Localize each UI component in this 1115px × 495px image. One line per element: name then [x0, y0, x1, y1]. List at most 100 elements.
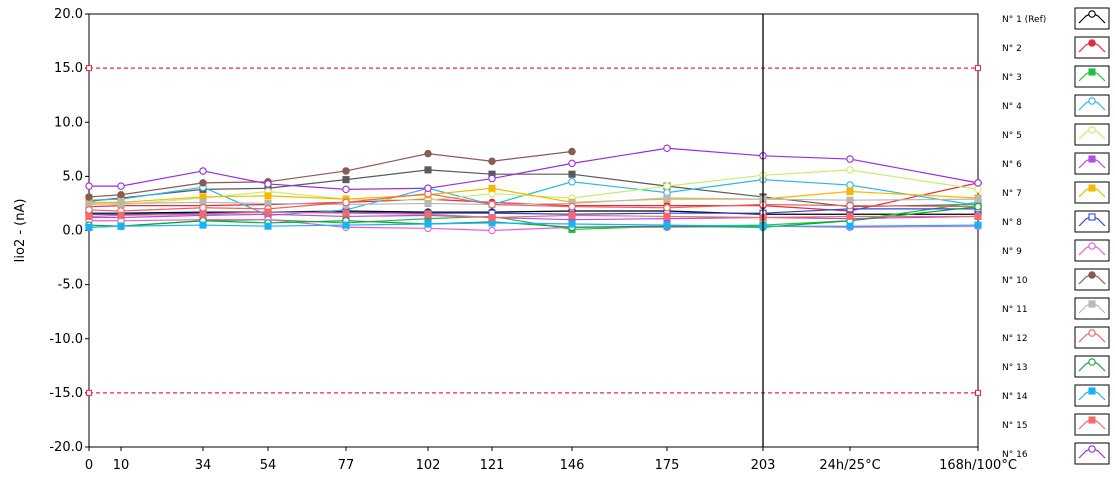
data-point [85, 206, 93, 214]
data-point [424, 149, 432, 158]
data-point [846, 187, 854, 196]
y-tick-label: -15.0 [49, 386, 83, 401]
data-point [846, 166, 854, 174]
data-point [663, 204, 671, 212]
legend-item[interactable]: N° 4 [1002, 94, 1110, 117]
data-point [974, 212, 982, 220]
y-tick-label: -5.0 [58, 278, 83, 293]
legend-label: N° 15 [1002, 421, 1028, 431]
legend-item[interactable]: N° 15 [1002, 413, 1110, 436]
legend-swatch [1074, 7, 1110, 30]
data-point [846, 201, 854, 210]
legend-swatch [1074, 413, 1110, 436]
data-point [663, 212, 671, 220]
data-point [974, 195, 982, 203]
data-point [342, 209, 350, 217]
data-point [424, 220, 432, 228]
data-point [974, 179, 982, 187]
data-point [488, 226, 496, 235]
data-point [568, 159, 576, 168]
legend-item[interactable]: N° 5 [1002, 123, 1110, 146]
data-point [846, 212, 854, 220]
legend-item[interactable]: N° 13 [1002, 355, 1110, 378]
data-point [568, 170, 576, 178]
legend-item[interactable]: N° 16 [1002, 442, 1110, 465]
legend-item[interactable]: N° 12 [1002, 326, 1110, 349]
series-line [89, 187, 979, 203]
legend-swatch [1074, 181, 1110, 204]
y-axis-label: Iio2 - (nA) [13, 199, 28, 263]
series-layer [85, 144, 982, 235]
series-15 [85, 208, 982, 222]
legend-swatch [1074, 36, 1110, 59]
data-point [568, 202, 576, 211]
series-line [88, 222, 979, 228]
legend-item[interactable]: N° 8 [1002, 210, 1110, 233]
legend-item[interactable]: N° 10 [1002, 268, 1110, 291]
x-tick-label: 175 [655, 458, 680, 473]
data-point [663, 182, 671, 190]
data-point [117, 222, 125, 230]
legend-swatch-marker [1088, 271, 1096, 279]
x-tick-label: 24h/25°C [819, 458, 880, 473]
data-point [568, 211, 576, 219]
limit-marker [975, 389, 981, 396]
series-line [88, 169, 979, 208]
data-point [424, 184, 432, 193]
series-16 [85, 144, 982, 194]
y-tick-label: -10.0 [49, 332, 83, 347]
y-tick-label: 20.0 [54, 7, 83, 22]
data-point [488, 157, 496, 165]
legend-swatch-marker [1088, 126, 1096, 134]
x-tick-label: 34 [195, 458, 212, 473]
legend-swatch-marker [1088, 39, 1096, 47]
legend-swatch-marker [1088, 329, 1096, 337]
x-tick-label: 0 [85, 458, 93, 473]
axes: 20.0 15.0 10.0 5.0 0.0 -5.0 -10.0 -15.0 -20.00 10… [13, 7, 1017, 473]
data-point [488, 213, 496, 222]
legend-item[interactable]: N° 2 [1002, 36, 1110, 59]
y-tick-label: 10.0 [54, 115, 83, 130]
series-14 [85, 219, 982, 231]
series-line [89, 210, 978, 215]
plot-frame [88, 13, 979, 448]
legend-item[interactable]: N° 9 [1002, 239, 1110, 262]
data-point [85, 182, 93, 190]
legend-label: N° 11 [1002, 305, 1028, 315]
legend-swatch [1074, 65, 1110, 88]
y-tick-label: 5.0 [62, 169, 83, 184]
data-point [199, 210, 207, 218]
data-point [199, 179, 207, 187]
legend-swatch-marker [1088, 416, 1096, 424]
y-tick-label: -20.0 [49, 440, 83, 455]
legend-item[interactable]: N° 3 [1002, 65, 1110, 88]
data-point [974, 185, 982, 194]
legend-item[interactable]: N° 7 [1002, 181, 1110, 204]
series-line [88, 193, 979, 212]
data-point [264, 192, 272, 200]
legend-swatch-marker [1088, 387, 1096, 395]
legend-item[interactable]: N° 1 (Ref) [1002, 7, 1110, 30]
data-point [974, 202, 982, 211]
y-tick-label: 0.0 [62, 224, 83, 239]
series-line [89, 147, 979, 190]
legend-swatch [1074, 297, 1110, 320]
limit-lines [86, 65, 981, 396]
series-line [89, 208, 978, 215]
data-point [424, 166, 432, 174]
data-point [663, 144, 671, 152]
legend-item[interactable]: N° 14 [1002, 384, 1110, 407]
legend-swatch-marker [1088, 155, 1096, 163]
legend-item[interactable]: N° 11 [1002, 297, 1110, 320]
legend: N° 1 (Ref) N° 2 N° 3 N° 4 N° 5 N° 6 N° 7 N° 8 N°… [1002, 7, 1110, 465]
legend-item[interactable]: N° 6 [1002, 152, 1110, 175]
legend-label: N° 12 [1002, 334, 1028, 344]
data-point [342, 185, 350, 194]
x-tick-label: 77 [338, 458, 355, 473]
legend-swatch-marker [1088, 213, 1096, 221]
legend-swatch-marker [1088, 184, 1096, 192]
data-point [342, 176, 350, 184]
legend-label: N° 9 [1002, 247, 1022, 257]
data-point [568, 147, 576, 156]
legend-swatch [1074, 355, 1110, 378]
